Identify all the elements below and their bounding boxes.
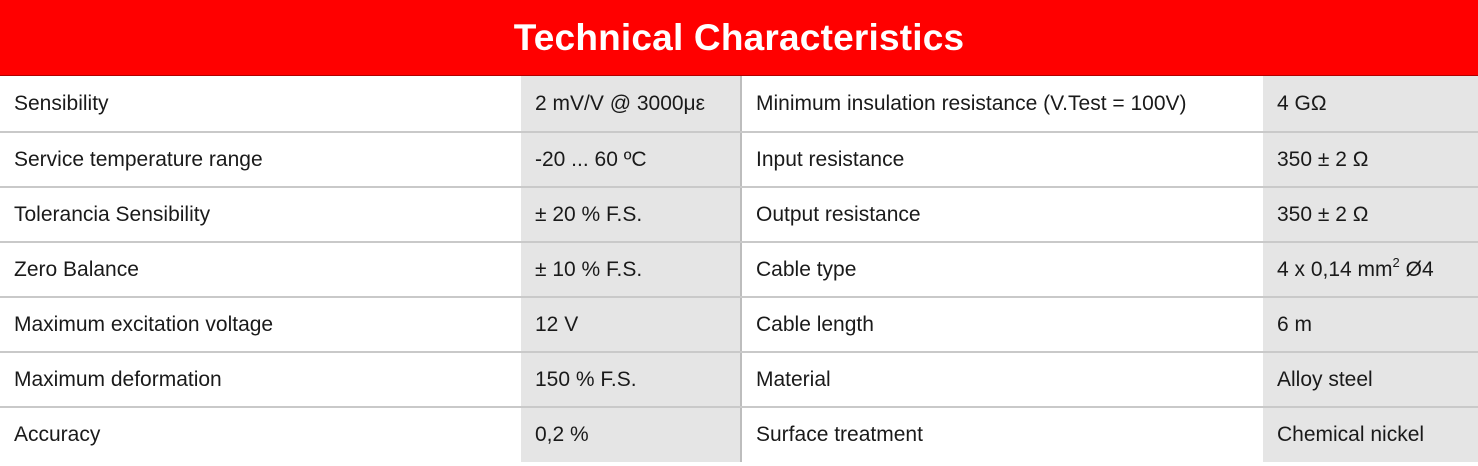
spec-value: 4 GΩ — [1263, 76, 1478, 133]
spec-label-text: Zero Balance — [14, 257, 139, 281]
spec-label-text: Maximum excitation voltage — [14, 312, 274, 336]
spec-value-text: 4 x 0,14 mm — [1277, 257, 1393, 281]
title-bar: Technical Characteristics — [0, 0, 1478, 76]
spec-label-text: Maximum deformation — [14, 367, 222, 391]
spec-value: 0,2 % — [521, 407, 742, 462]
spec-value-text: -20 ... 60 ºC — [535, 147, 647, 171]
spec-value-text: Alloy steel — [1277, 367, 1373, 391]
spec-value: 12 V — [521, 297, 742, 353]
spec-value: Alloy steel — [1263, 352, 1478, 408]
spec-value-text: 350 ± 2 Ω — [1277, 202, 1369, 226]
spec-table: Sensibility 2 mV/V @ 3000με Minimum insula… — [0, 76, 1478, 462]
table-row: Tolerancia Sensibility ± 20 % F.S. Output … — [0, 187, 1478, 243]
table-row: Sensibility 2 mV/V @ 3000με Minimum insula… — [0, 76, 1478, 133]
spec-label-text: Accuracy — [14, 423, 101, 446]
spec-label: Sensibility — [0, 76, 521, 133]
spec-label-text: Service temperature range — [14, 147, 263, 171]
spec-value: 2 mV/V @ 3000με — [521, 76, 742, 133]
spec-value: Chemical nickel — [1263, 407, 1478, 462]
spec-value: ± 10 % F.S. — [521, 242, 742, 298]
spec-label-text: Sensibility — [14, 91, 109, 115]
spec-label-text: Tolerancia Sensibility — [14, 202, 211, 226]
spec-label: Maximum excitation voltage — [0, 297, 521, 353]
spec-value: 6 m — [1263, 297, 1478, 353]
spec-value-text: 0,2 % — [535, 423, 589, 446]
spec-label: Service temperature range — [0, 132, 521, 188]
spec-value-text: 150 % F.S. — [535, 367, 637, 391]
spec-value-suffix: Ø4 — [1399, 257, 1434, 281]
spec-value-text: 4 GΩ — [1277, 91, 1327, 115]
spec-value-text: 2 mV/V @ 3000με — [535, 91, 706, 115]
spec-label-text: Cable length — [756, 312, 874, 336]
spec-value: 150 % F.S. — [521, 352, 742, 408]
spec-label-text: Output resistance — [756, 202, 921, 226]
table-row: Maximum excitation voltage 12 V Cable leng… — [0, 297, 1478, 353]
spec-label: Cable type — [741, 242, 1263, 298]
spec-label: Zero Balance — [0, 242, 521, 298]
spec-label: Accuracy — [0, 407, 521, 462]
page-title: Technical Characteristics — [513, 16, 965, 58]
spec-label-text: Minimum insulation resistance (V.Test = … — [756, 91, 1187, 115]
spec-value-text: ± 10 % F.S. — [535, 257, 643, 281]
table-row: Maximum deformation 150 % F.S. Material All… — [0, 352, 1478, 408]
spec-label: Output resistance — [741, 187, 1263, 243]
spec-label: Input resistance — [741, 132, 1263, 188]
spec-value: 350 ± 2 Ω — [1263, 132, 1478, 188]
spec-label: Maximum deformation — [0, 352, 521, 408]
spec-value: 4 x 0,14 mm2 Ø4 — [1263, 242, 1478, 298]
spec-value: ± 20 % F.S. — [521, 187, 742, 243]
table-row: Service temperature range -20 ... 60 ºC In… — [0, 132, 1478, 188]
spec-label-text: Surface treatment — [756, 423, 923, 446]
spec-label-text: Input resistance — [756, 147, 905, 171]
spec-value: 350 ± 2 Ω — [1263, 187, 1478, 243]
spec-value: -20 ... 60 ºC — [521, 132, 742, 188]
spec-value-text: Chemical nickel — [1277, 423, 1425, 446]
spec-value-text: 6 m — [1277, 312, 1313, 336]
spec-value-text: 350 ± 2 Ω — [1277, 147, 1369, 171]
spec-table-body: Sensibility 2 mV/V @ 3000με Minimum insula… — [0, 76, 1478, 462]
spec-label: Cable length — [741, 297, 1263, 353]
spec-value-text: 12 V — [535, 312, 579, 336]
spec-label: Surface treatment — [741, 407, 1263, 462]
spec-label: Tolerancia Sensibility — [0, 187, 521, 243]
spec-label-text: Material — [756, 367, 831, 391]
spec-label: Material — [741, 352, 1263, 408]
spec-label: Minimum insulation resistance (V.Test = … — [741, 76, 1263, 133]
spec-value-text: ± 20 % F.S. — [535, 202, 643, 226]
table-row: Accuracy 0,2 % Surface treatment Chemical n… — [0, 407, 1478, 462]
unit-superscript: 2 — [1392, 254, 1400, 270]
spec-label-text: Cable type — [756, 257, 857, 281]
table-row: Zero Balance ± 10 % F.S. Cable type 4 x 0,1… — [0, 242, 1478, 298]
